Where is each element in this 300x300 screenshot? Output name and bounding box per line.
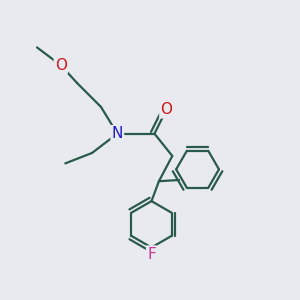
Text: O: O: [55, 58, 67, 73]
Text: O: O: [160, 102, 172, 117]
Text: N: N: [112, 126, 123, 141]
Text: F: F: [147, 247, 156, 262]
